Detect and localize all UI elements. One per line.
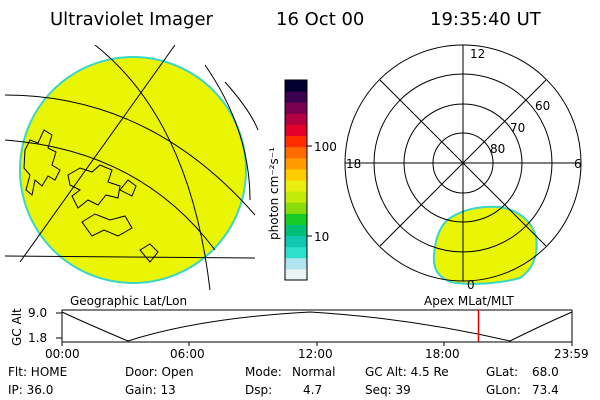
mlt-label-0: 0 <box>467 278 475 292</box>
status-dsp-value: 4.7 <box>303 383 323 397</box>
mlt-label-18: 18 <box>346 157 361 171</box>
colorbar-segment <box>285 257 307 270</box>
mlt-line-diagonal <box>379 79 547 247</box>
right-map-caption: Apex MLat/MLT <box>424 294 514 308</box>
magnetic-polar-plot: 12 18 6 0 60 70 80 <box>344 44 582 292</box>
latitude-arc <box>224 81 259 131</box>
colorbar-segment <box>285 135 307 148</box>
status-door: Door: Open <box>125 365 194 379</box>
status-flt: Flt: HOME <box>8 365 68 379</box>
colorbar-segment <box>285 235 307 248</box>
status-mode-value: Normal <box>292 365 336 379</box>
coastline <box>119 179 159 263</box>
colorbar-unit-label: photon cm⁻²s⁻¹ <box>267 147 281 240</box>
mlt-label-12: 12 <box>470 47 485 61</box>
y-tick-9: 9.0 <box>28 306 47 320</box>
colorbar-tick-10: 10 <box>314 230 329 244</box>
meridian-line <box>19 45 176 263</box>
status-glon-label: GLon: <box>486 383 521 397</box>
colorbar-segment <box>285 80 307 92</box>
x-tick-label-2359: 23:59 <box>554 347 589 361</box>
altitude-timeline: 9.0 1.8 GC Alt <box>10 306 573 346</box>
lat-label-80: 80 <box>490 142 505 156</box>
x-tick-label-0600: 06:00 <box>170 347 205 361</box>
colorbar <box>285 80 307 281</box>
colorbar-segment <box>285 157 307 170</box>
x-tick-label-0000: 00:00 <box>45 347 80 361</box>
coastline <box>81 213 133 237</box>
status-gain: Gain: 13 <box>125 383 176 397</box>
mlt-label-6: 6 <box>574 157 582 171</box>
coastline <box>67 164 121 209</box>
x-tick-label-1800: 18:00 <box>425 347 460 361</box>
latitude-arc <box>94 45 211 290</box>
date-label: 16 Oct 00 <box>276 9 365 30</box>
x-tick-label-1200: 12:00 <box>298 347 333 361</box>
instrument-title: Ultraviolet Imager <box>50 9 213 30</box>
colorbar-tick-100: 100 <box>314 140 337 154</box>
timeline-frame <box>61 309 573 343</box>
status-glat-label: GLat: <box>486 365 519 379</box>
colorbar-frame <box>284 79 308 281</box>
lat-label-60: 60 <box>535 99 550 113</box>
geographic-map <box>4 45 259 290</box>
status-dsp-label: Dsp: <box>245 383 273 397</box>
colorbar-segment <box>285 268 307 281</box>
status-glat-value: 68.0 <box>532 365 559 379</box>
colorbar-segment <box>285 91 307 103</box>
timeline-ylabel: GC Alt <box>10 308 24 346</box>
colorbar-segment <box>285 224 307 237</box>
colorbar-segment <box>285 191 307 203</box>
meridian-line <box>4 255 256 259</box>
colorbar-segment <box>285 102 307 114</box>
y-tick-1-8: 1.8 <box>28 331 47 345</box>
latitude-arc <box>4 139 216 251</box>
colorbar-segment <box>285 168 307 181</box>
colorbar-segment <box>285 180 307 192</box>
status-gc-alt: GC Alt: 4.5 Re <box>365 365 449 379</box>
colorbar-segment <box>285 146 307 159</box>
latitude-arc <box>4 94 256 216</box>
colorbar-segment <box>285 113 307 125</box>
left-map-caption: Geographic Lat/Lon <box>70 294 188 308</box>
colorbar-segment <box>285 213 307 225</box>
status-glon-value: 73.4 <box>532 383 559 397</box>
latitude-arc <box>204 64 251 201</box>
status-mode-label: Mode: <box>245 365 282 379</box>
status-seq: Seq: 39 <box>365 383 411 397</box>
colorbar-segment <box>285 202 307 214</box>
time-label: 19:35:40 UT <box>430 9 541 30</box>
auroral-oval-region <box>432 205 538 285</box>
colorbar-segment <box>285 124 307 137</box>
coastline <box>23 129 61 196</box>
status-ip: IP: 36.0 <box>8 383 54 397</box>
auroral-image-disk <box>19 56 247 284</box>
orbit-altitude-curve <box>61 311 573 342</box>
lat-label-70: 70 <box>510 121 525 135</box>
colorbar-segment <box>285 246 307 259</box>
